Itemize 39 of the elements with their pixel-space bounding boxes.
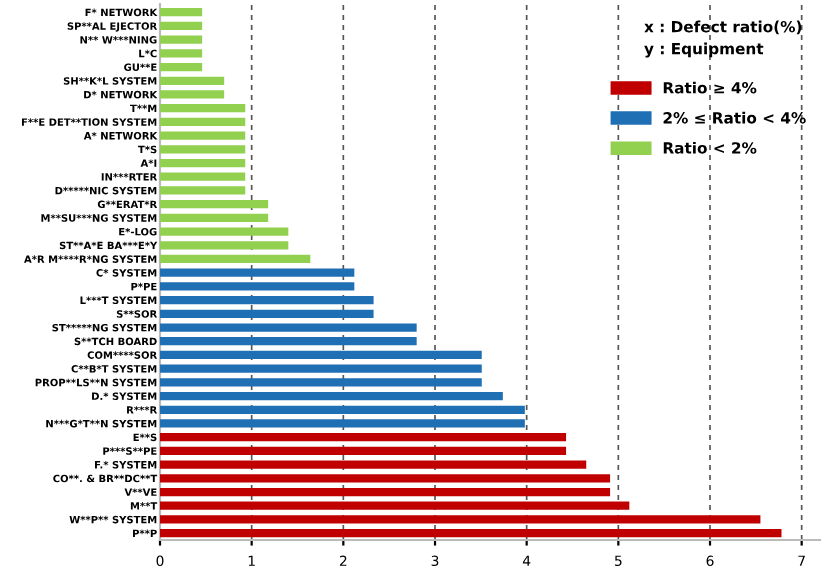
bar: [160, 213, 269, 222]
bar: [160, 405, 525, 414]
bar: [160, 158, 246, 168]
bar: [160, 62, 203, 72]
bar: [160, 8, 203, 17]
bar: [160, 446, 567, 456]
bar: [160, 186, 246, 195]
bar: [160, 21, 203, 31]
bar: [160, 145, 246, 154]
bar: [160, 200, 269, 209]
bar: [160, 364, 482, 373]
bar: [160, 419, 525, 428]
bar: [160, 350, 482, 360]
bar: [160, 378, 482, 387]
bar: [160, 529, 782, 538]
bar: [160, 337, 417, 346]
bar: [160, 323, 417, 332]
bar: [160, 104, 246, 113]
bar: [160, 76, 225, 85]
bar: [160, 282, 355, 291]
bar: [160, 117, 246, 127]
bar: [160, 254, 311, 264]
bar: [160, 35, 203, 44]
bar: [160, 90, 225, 99]
bar: [160, 460, 587, 469]
bar: [160, 391, 503, 401]
bar: [160, 501, 630, 510]
bar: [160, 49, 203, 58]
bar: [160, 433, 567, 442]
bar: [160, 172, 246, 181]
bar: [160, 241, 289, 250]
bar: [160, 295, 374, 305]
bar: [160, 227, 289, 236]
bar: [160, 309, 374, 318]
bar: [160, 515, 761, 524]
bar: [160, 268, 355, 277]
bar: [160, 131, 246, 140]
bar: [160, 474, 611, 483]
bar: [160, 487, 611, 497]
